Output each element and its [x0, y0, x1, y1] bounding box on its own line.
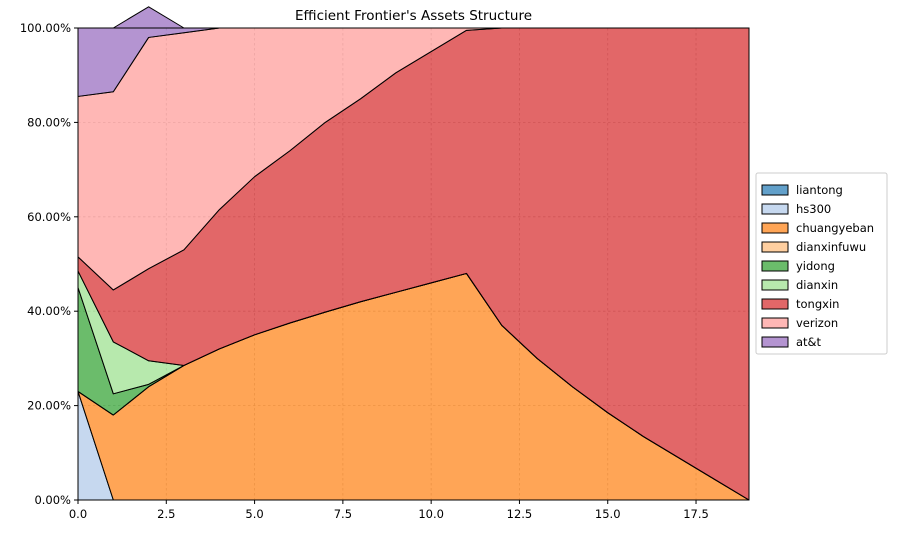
- area-series-layer: [77, 6, 750, 501]
- x-tick-label-6: 15.0: [595, 507, 621, 521]
- legend-label-yidong: yidong: [796, 259, 835, 273]
- y-tick-label-2: 40.00%: [27, 304, 71, 318]
- legend-frame: [755, 172, 888, 355]
- legend-swatch-yidong: [761, 260, 789, 272]
- legend-label-verizon: verizon: [796, 316, 838, 330]
- chart-title: Efficient Frontier's Assets Structure: [295, 8, 532, 24]
- y-tick-label-5: 100.00%: [20, 21, 71, 35]
- legend-swatch-hs300: [761, 203, 789, 215]
- legend-swatch-verizon: [761, 317, 789, 329]
- legend-swatch-dianxin: [761, 279, 789, 291]
- x-tick-label-7: 17.5: [683, 507, 709, 521]
- legend: liantong hs300 chuangyeban dianxinfuwu yidon…: [755, 172, 888, 355]
- legend-swatch-at-t: [761, 336, 789, 348]
- legend-swatch-tongxin: [761, 298, 789, 310]
- x-tick-label-3: 7.5: [334, 507, 352, 521]
- legend-label-at-t: at&t: [796, 335, 822, 349]
- y-tick-label-0: 0.00%: [34, 493, 71, 507]
- y-tick-label-3: 60.00%: [27, 210, 71, 224]
- plot-frame: [77, 27, 750, 501]
- y-tick-label-1: 20.00%: [27, 399, 71, 413]
- y-tick-label-4: 80.00%: [27, 115, 71, 129]
- legend-label-dianxin: dianxin: [796, 278, 838, 292]
- legend-swatch-dianxinfuwu: [761, 241, 789, 253]
- x-tick-label-4: 10.0: [418, 507, 444, 521]
- axes: 0.0 2.5 5.0 7.5 10.0 12.5 15.0 17.5 0.00% 20.00% 4…: [20, 21, 709, 521]
- x-tick-label-0: 0.0: [69, 507, 87, 521]
- legend-label-liantong: liantong: [796, 183, 843, 197]
- legend-label-chuangyeban: chuangyeban: [796, 221, 874, 235]
- legend-swatch-liantong: [761, 184, 789, 196]
- legend-label-dianxinfuwu: dianxinfuwu: [796, 240, 866, 254]
- legend-swatch-chuangyeban: [761, 222, 789, 234]
- x-tick-label-2: 5.0: [245, 507, 263, 521]
- x-tick-label-1: 2.5: [157, 507, 175, 521]
- legend-label-tongxin: tongxin: [796, 297, 839, 311]
- legend-label-hs300: hs300: [796, 202, 831, 216]
- x-tick-label-5: 12.5: [507, 507, 533, 521]
